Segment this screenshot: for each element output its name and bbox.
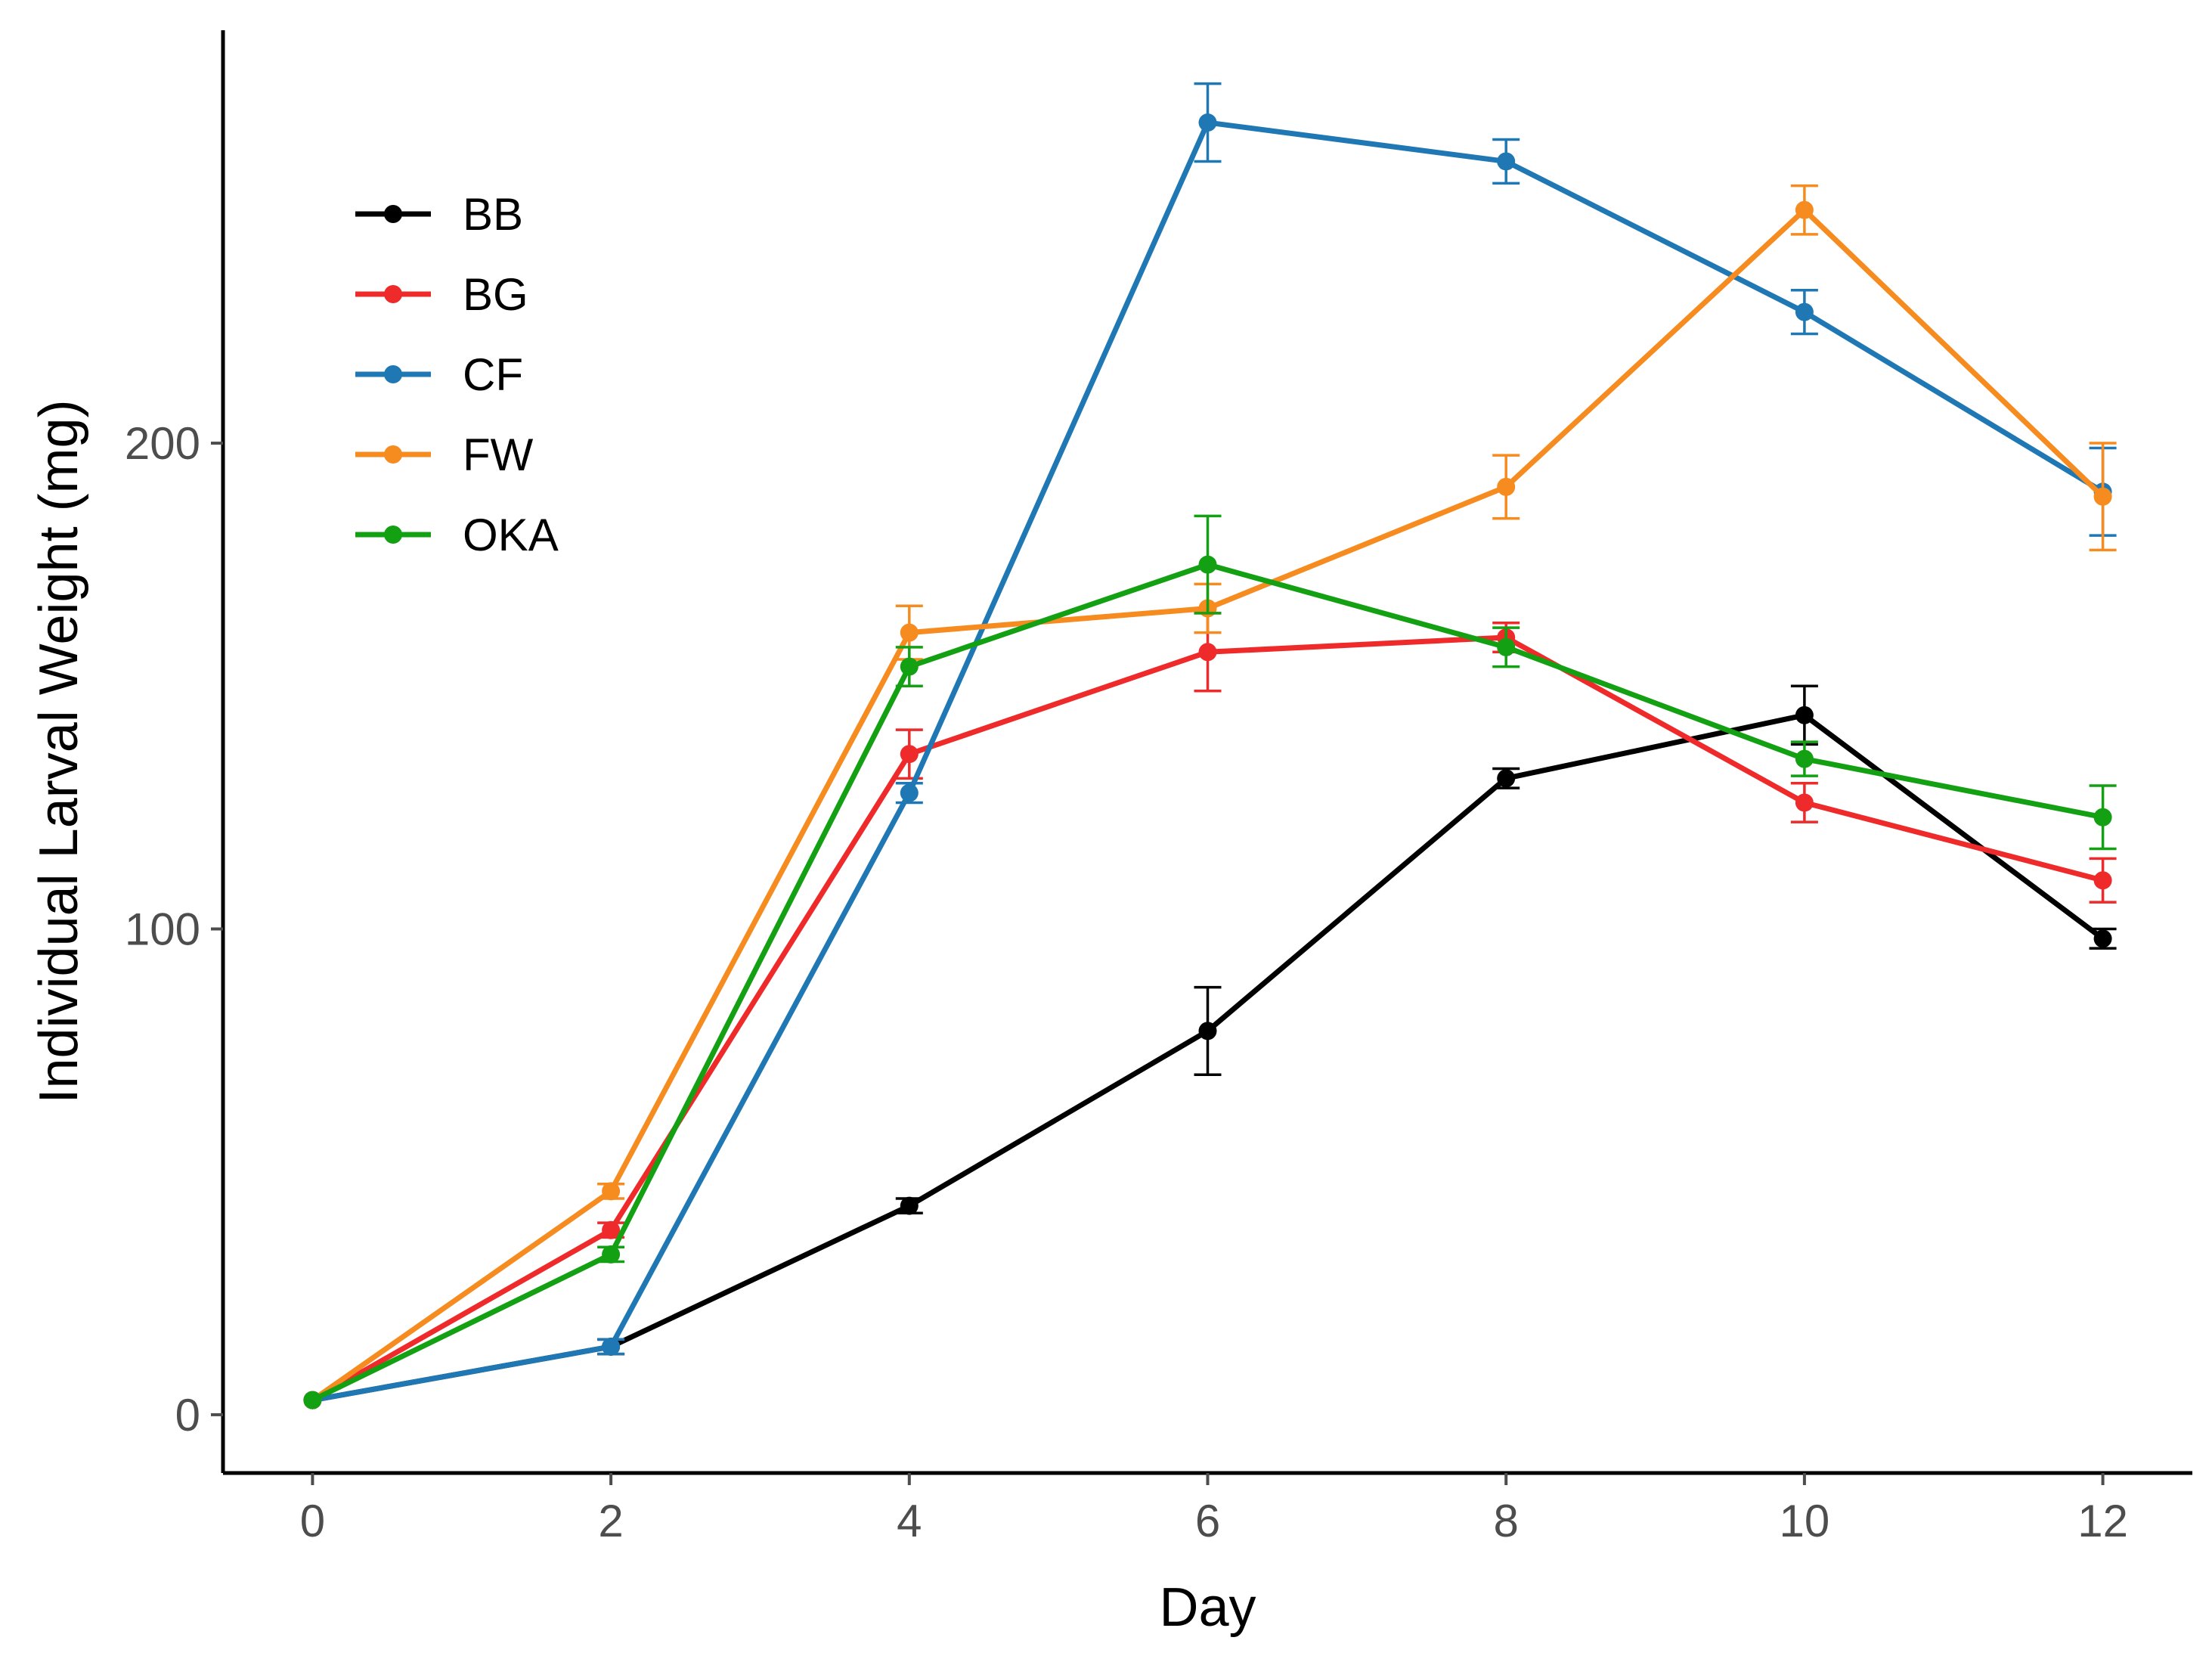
data-point-cf — [1795, 302, 1814, 321]
legend-swatch-marker — [384, 365, 402, 383]
legend-label: CF — [463, 349, 523, 400]
y-axis-title: Individual Larval Weight (mg) — [29, 399, 89, 1103]
data-point-bg — [900, 745, 919, 764]
data-point-oka — [1198, 555, 1217, 574]
x-tick-label: 4 — [897, 1496, 922, 1546]
ticks: 0 2 4 6 8 10 12 0 100 200 — [125, 418, 2128, 1546]
data-point-oka — [2093, 808, 2112, 826]
data-point-oka — [1795, 749, 1814, 768]
data-point-fw — [2093, 487, 2112, 506]
x-tick-label: 8 — [1494, 1496, 1519, 1546]
data-point-bg — [1198, 643, 1217, 662]
data-point-bg — [2093, 871, 2112, 890]
data-point-fw — [1795, 200, 1814, 219]
data-point-cf — [1198, 113, 1217, 132]
legend-swatch-marker — [384, 526, 402, 544]
x-tick-label: 0 — [300, 1496, 325, 1546]
legend-item-bg: BG — [355, 269, 528, 320]
data-point-cf — [900, 783, 919, 802]
data-point-cf — [602, 1337, 621, 1356]
data-point-bb — [1198, 1022, 1217, 1040]
data-point-oka — [303, 1391, 322, 1409]
legend-swatch-marker — [384, 285, 402, 303]
data-point-fw — [900, 623, 919, 642]
x-tick-label: 2 — [598, 1496, 623, 1546]
series-oka — [303, 514, 2117, 1409]
series-bb — [303, 684, 2117, 1409]
legend-label: BB — [463, 189, 523, 240]
data-point-bb — [2093, 929, 2112, 948]
data-point-bb — [1795, 706, 1814, 724]
plot-area — [303, 82, 2117, 1409]
data-point-bg — [1795, 793, 1814, 812]
series-fw — [303, 184, 2117, 1409]
series-line-cf — [311, 119, 2105, 1403]
legend: BB BG CF FW OKA — [355, 189, 559, 560]
y-tick-label: 0 — [175, 1390, 200, 1440]
data-point-oka — [900, 657, 919, 676]
legend-item-fw: FW — [355, 430, 534, 480]
y-tick-label: 200 — [125, 418, 200, 469]
data-point-bb — [1497, 769, 1516, 788]
series-bg — [303, 612, 2117, 1409]
legend-swatch-marker — [384, 205, 402, 223]
legend-label: FW — [463, 430, 534, 480]
x-tick-label: 10 — [1780, 1496, 1830, 1546]
data-point-oka — [1497, 637, 1516, 656]
x-tick-label: 12 — [2077, 1496, 2128, 1546]
data-point-cf — [1497, 152, 1516, 171]
data-point-bb — [900, 1196, 919, 1215]
legend-item-bb: BB — [355, 189, 523, 240]
data-point-oka — [602, 1245, 621, 1264]
legend-item-oka: OKA — [355, 510, 559, 560]
x-tick-label: 6 — [1195, 1496, 1220, 1546]
legend-label: OKA — [463, 510, 559, 560]
legend-item-cf: CF — [355, 349, 523, 400]
data-point-fw — [1497, 477, 1516, 496]
data-point-fw — [602, 1182, 621, 1201]
series-line-fw — [311, 207, 2105, 1403]
x-axis-title: Day — [1159, 1577, 1256, 1638]
legend-swatch-marker — [384, 445, 402, 464]
y-tick-label: 100 — [125, 904, 200, 954]
data-point-bg — [602, 1220, 621, 1239]
legend-label: BG — [463, 269, 528, 320]
